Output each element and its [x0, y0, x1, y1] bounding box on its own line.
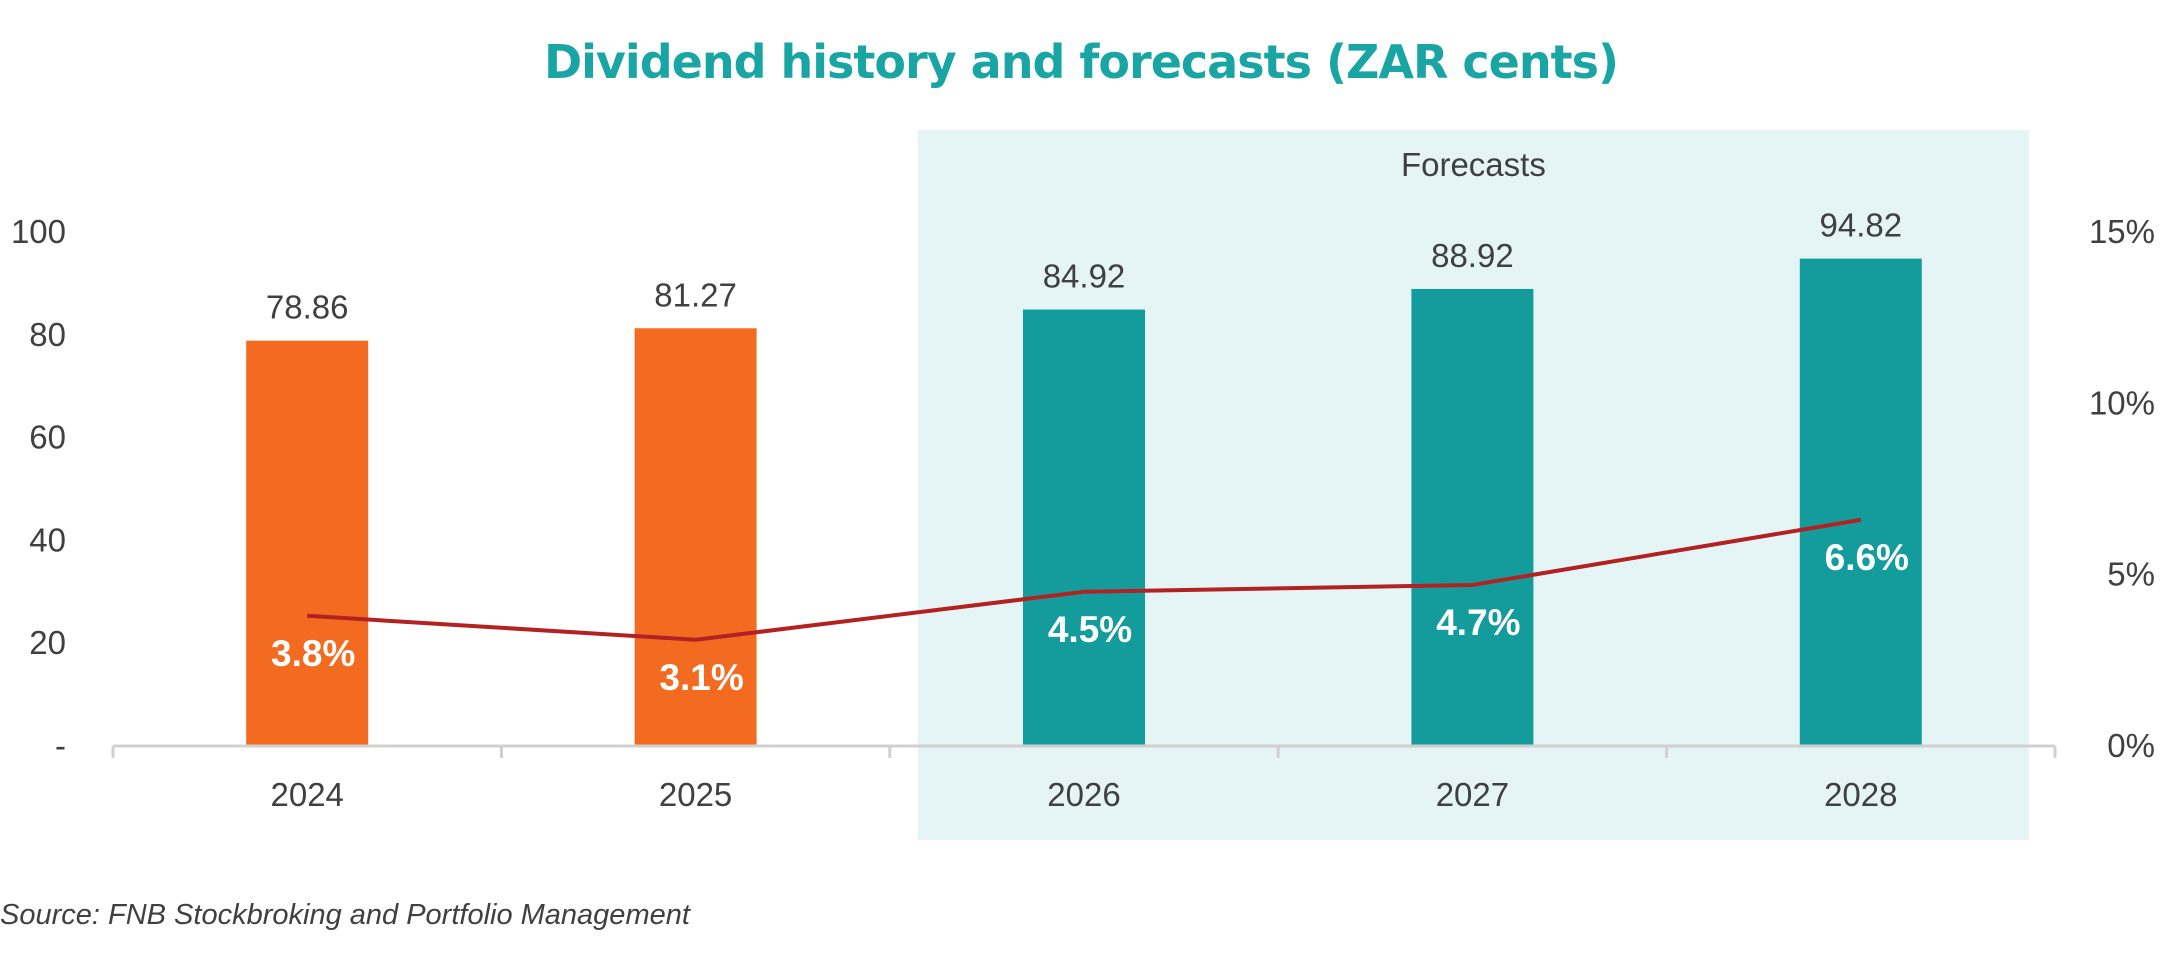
- bar-2024: [246, 340, 369, 746]
- x-axis-label-2028: 2028: [1824, 776, 1897, 813]
- right-axis-tick-label: 5%: [2107, 556, 2155, 593]
- yield-line-series: [307, 517, 1862, 642]
- bar-value-label-2026: 84.92: [1043, 258, 1126, 295]
- bar-value-labels: 78.86 81.27 84.92 88.92 94.82: [266, 207, 1902, 326]
- source-note: Source: FNB Stockbroking and Portfolio M…: [0, 899, 692, 931]
- yield-line: [307, 517, 1862, 642]
- left-y-axis: - 20 40 60 80 100: [11, 213, 66, 764]
- left-axis-tick-label: 80: [29, 316, 66, 353]
- bar-value-label-2024: 78.86: [266, 289, 349, 326]
- x-axis-label-2024: 2024: [270, 776, 343, 813]
- bar-value-label-2025: 81.27: [654, 276, 737, 313]
- bar-value-label-2027: 88.92: [1431, 237, 1514, 274]
- x-axis-label-2026: 2026: [1047, 776, 1120, 813]
- bar-value-label-2028: 94.82: [1820, 207, 1903, 244]
- x-axis-label-2027: 2027: [1436, 776, 1509, 813]
- bar-2026: [1023, 309, 1145, 746]
- yield-label-2024: 3.8%: [271, 633, 355, 674]
- yield-labels: 3.8% 3.1% 4.5% 4.7% 6.6%: [271, 537, 1909, 698]
- left-axis-tick-label: 100: [11, 213, 66, 250]
- right-axis-tick-label: 15%: [2089, 213, 2155, 250]
- left-axis-tick-label: -: [55, 727, 66, 764]
- right-axis-tick-label: 0%: [2107, 727, 2155, 764]
- bar-2025: [634, 328, 757, 746]
- chart-title: Dividend history and forecasts (ZAR cent…: [544, 35, 1618, 89]
- right-y-axis: 0% 5% 10% 15%: [2089, 213, 2155, 764]
- yield-label-2028: 6.6%: [1825, 537, 1909, 578]
- left-axis-tick-label: 40: [29, 521, 66, 558]
- left-axis-tick-label: 20: [29, 624, 66, 661]
- right-axis-tick-label: 10%: [2089, 384, 2155, 421]
- bar-2027: [1411, 288, 1534, 746]
- yield-label-2026: 4.5%: [1048, 609, 1132, 650]
- left-axis-tick-label: 60: [29, 419, 66, 456]
- bar-series: [246, 258, 1922, 746]
- yield-label-2025: 3.1%: [659, 657, 743, 698]
- bar-2028: [1799, 258, 1922, 746]
- yield-label-2027: 4.7%: [1436, 602, 1520, 643]
- x-axis: 2024 2025 2026 2027 2028: [111, 744, 2057, 813]
- forecast-label: Forecasts: [1401, 146, 1546, 183]
- x-axis-label-2025: 2025: [659, 776, 732, 813]
